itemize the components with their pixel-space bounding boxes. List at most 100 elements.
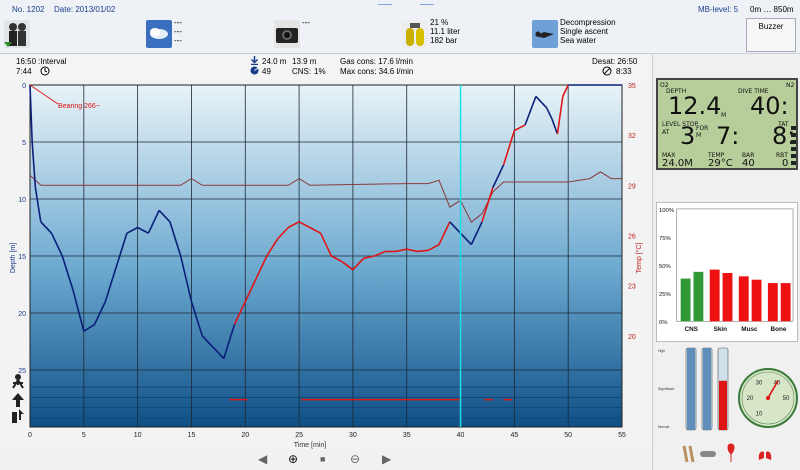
at-label: AT [662,129,670,136]
depth-segment [179,255,193,302]
chart-series [29,84,622,427]
zoom-in-button[interactable]: ⊕ [288,452,299,466]
dive-summary: 16:50 :Interval 7:44 24.0 m 13.9 m 49 CN… [0,54,650,80]
depth-segment [309,226,321,234]
ascend-icon [12,393,24,407]
stop-depth: 3 [680,122,696,150]
cns-label: CNS: [292,67,312,76]
gas-tube-fill [703,348,711,430]
gauge-tick-label: 20 [747,396,754,402]
y-tick-label: 20 [18,311,26,318]
gauge-tick-label: 10 [756,412,763,418]
dive-header: No. 1202 Date: 2013/01/02 MB-level: 5 0m… [0,0,800,54]
depth-segment [470,221,483,245]
mb-level: MB-level: 5 [698,5,739,14]
depth-segment [417,249,429,253]
x-tick-label: 15 [188,432,196,439]
y-tick-label: 15 [18,254,26,261]
depth-segment [524,96,537,126]
interval-label: :Interval [38,57,67,66]
depth-segment [513,124,526,132]
x-tick-label: 25 [295,432,303,439]
x-tick-label: 0 [28,432,32,439]
gauge-tick-label: 50 [783,396,790,402]
max-consumption: Max cons: 34.6 l/min [340,67,414,76]
ascent-icons [12,374,24,423]
rbt-value: 0 [782,158,789,169]
tank-lines: 21 % 11.1 liter 182 bar [430,18,461,45]
prev-button[interactable]: ◀ [258,452,268,466]
tat-value: 8: [772,122,796,150]
tissue-y-tick: 25% [659,292,672,298]
depth-segment [395,248,407,253]
weather-lines: --- --- --- [174,18,182,45]
tissue-saturation-chart: 100% 75% 50% 25% 0% CNS Skin Musc Bone [656,202,798,342]
lungs-icon [758,448,772,460]
depth-segment [545,107,553,120]
buzzer-button[interactable]: Buzzer [746,18,796,52]
depth-segment [169,221,182,257]
gauge-hub [766,396,770,400]
fins-icon [682,445,695,463]
n2-label: N2 [786,82,795,89]
depth-segment [406,248,418,253]
depth-segment [352,257,365,271]
depth-segment [363,255,375,260]
rbt-label: RBT [776,152,788,159]
dive-profile-chart[interactable]: 0 5 10 15 20 25 30 35 40 45 50 55 0 5 10 15 20 25 35 32 29… [0,78,652,450]
stop-unit: M [696,132,702,139]
depth-segment [562,84,569,97]
plot-frame [29,84,623,428]
depth-segment [104,267,117,302]
max-label: MAX [662,152,676,159]
y2-axis-label: Temp [°C] [635,243,643,274]
for-label: FOR [696,125,709,132]
depth-value: 12.4 [668,92,722,120]
temp-value: 29°C [708,158,733,169]
tissue-bar [738,276,749,322]
camera-icon [274,20,300,48]
depth-segment [244,278,257,302]
y2-tick-label: 32 [628,133,636,140]
temp-label: TEMP [708,152,725,159]
y-tick-label: 25 [18,368,26,375]
y2-tick-label: 23 [628,284,636,291]
stop-button[interactable]: ■ [320,454,326,464]
x-tick-label: 45 [510,432,518,439]
depth-segment [535,95,548,109]
exit-icon [12,409,24,423]
tissue-bar [767,283,778,322]
tissue-bar [709,269,720,322]
zoom-out-button[interactable]: ⊖ [350,452,361,466]
heart-icon [727,443,735,462]
depth-segment [158,209,171,223]
depth-segment [449,221,462,234]
diver-icon [12,374,24,389]
gas-level-label: Normal [658,425,670,429]
x-tick-label: 20 [241,432,249,439]
gas-level-label: Significant [658,387,674,391]
depth-segment [83,323,96,332]
dropdown-arrow-icon[interactable] [4,42,12,47]
gas-level-label: High [658,349,665,353]
tissue-bar [780,283,791,322]
tank-gauge-icon [250,66,259,75]
x-tick-label: 35 [403,432,411,439]
depth-segment [212,346,225,360]
tissue-y-tick: 50% [659,264,672,270]
weather-icon [146,20,172,48]
depth-segment [34,187,42,222]
depth-segment [190,301,203,337]
x-tick-label: 30 [349,432,357,439]
depth-segment [115,232,128,268]
depth-segment [255,255,268,280]
gauge-needle [767,380,779,399]
y-tick-label: 10 [18,197,26,204]
y-axis-label: Depth [m] [10,243,17,273]
tissue-y-tick: 100% [659,208,675,214]
y2-tick-label: 29 [628,183,636,190]
next-button[interactable]: ▶ [382,452,392,466]
avg-depth: 13.9 m [292,57,317,66]
depth-label: DEPTH [666,88,687,95]
depth-segment [201,335,214,348]
